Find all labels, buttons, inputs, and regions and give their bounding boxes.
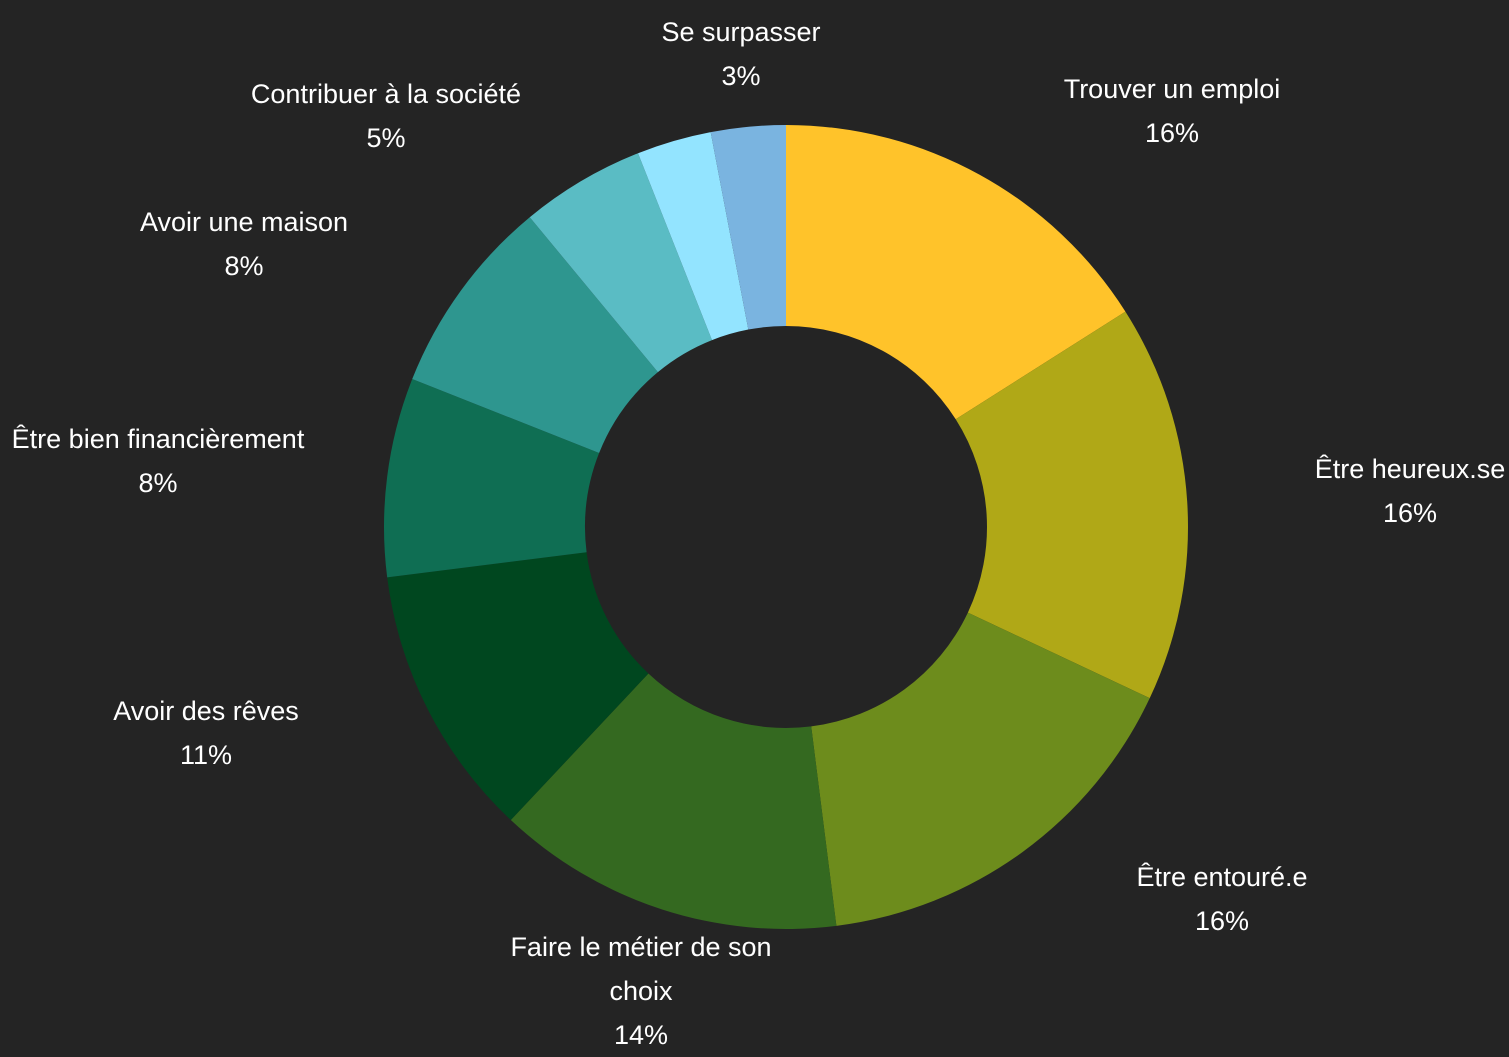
slice-label-trouver-un-emploi: Trouver un emploi 16% <box>1064 74 1281 148</box>
slice-label-contribuer-a-la-societe: Contribuer à la société 5% <box>251 79 521 153</box>
slice-label-etre-bien-financierement: Être bien financièrement 8% <box>12 423 305 498</box>
slice-etre-bien-financierement <box>383 379 600 578</box>
slice-label-etre-entoure-e: Être entouré.e 16% <box>1136 861 1307 936</box>
slice-faire-le-metier-de-son-choix <box>510 673 837 929</box>
slice-se-surpasser <box>638 132 749 341</box>
slice-etre-entoure-e <box>811 612 1150 926</box>
labels-group: Trouver un emploi 16% Être heureux.se 16% Êt… <box>12 17 1506 1050</box>
slice-se-surpasser-2 <box>710 125 786 330</box>
slice-contribuer-a-la-societe <box>529 153 713 373</box>
slice-label-avoir-une-maison: Avoir une maison 8% <box>140 207 348 281</box>
slice-label-faire-le-metier-de-son-choix: Faire le métier de son choix 14% <box>510 932 771 1050</box>
slice-label-avoir-des-reves: Avoir des rêves 11% <box>113 696 299 770</box>
slice-avoir-une-maison <box>412 217 658 454</box>
slice-etre-heureux-se <box>955 311 1188 699</box>
slice-label-se-surpasser: Se surpasser 3% <box>661 17 820 91</box>
slices-group <box>383 125 1188 929</box>
slice-avoir-des-reves <box>387 552 649 821</box>
slice-label-etre-heureux-se: Être heureux.se 16% <box>1315 453 1506 528</box>
slice-trouver-un-emploi <box>786 125 1126 420</box>
